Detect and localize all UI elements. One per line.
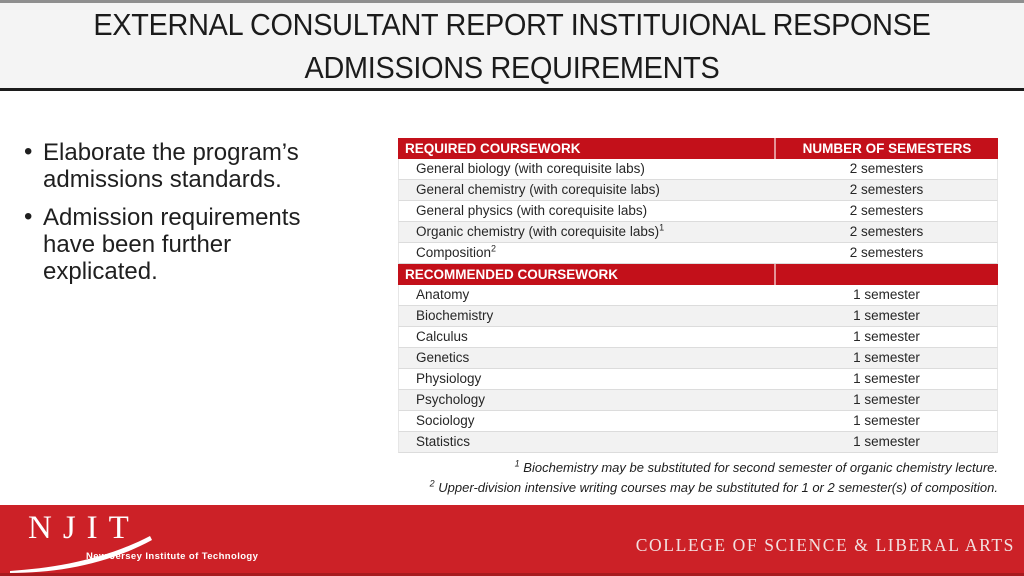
semesters-cell: 2 semesters [849,203,924,218]
semesters-cell: 1 semester [853,350,920,365]
footnote: 2 Upper-division intensive writing cours… [429,478,998,495]
njit-wordmark: NJIT [28,510,140,546]
semesters-cell: 1 semester [853,287,920,302]
recommended-rows: Anatomy 1 semester Biochemistry 1 semester C… [398,285,998,453]
semesters-cell: 2 semesters [849,182,924,197]
course-cell: Psychology [416,392,486,407]
course-cell: Composition2 [416,243,497,260]
required-rows: General biology (with corequisite labs) 2… [398,159,998,264]
semesters-cell: 1 semester [853,434,920,449]
semesters-cell: 1 semester [853,392,920,407]
course-cell: Anatomy [416,287,470,302]
course-cell: Statistics [416,434,471,449]
required-coursework-header: REQUIRED COURSEWORK [398,138,776,159]
course-cell: General physics (with corequisite labs) [416,203,648,218]
bullet-item: Elaborate the program’s admissions stand… [24,138,302,193]
semesters-cell: 1 semester [853,371,920,386]
course-cell: Sociology [416,413,475,428]
semesters-cell: 2 semesters [849,161,924,176]
table-row: Genetics 1 semester [398,348,998,369]
footnote: 1 Biochemistry may be substituted for se… [514,458,998,475]
table-row: Psychology 1 semester [398,390,998,411]
semesters-cell: 1 semester [853,413,920,428]
table-row: General biology (with corequisite labs) 2… [398,159,998,180]
course-cell: Calculus [416,329,468,344]
njit-swoosh-icon [10,536,152,573]
course-cell: General chemistry (with corequisite labs… [416,182,660,197]
course-cell: Organic chemistry (with corequisite labs… [416,222,665,239]
semesters-cell: 2 semesters [849,245,924,260]
table-row: Biochemistry 1 semester [398,306,998,327]
table-row: General physics (with corequisite labs) 2… [398,201,998,222]
semesters-cell: 1 semester [853,329,920,344]
table-row: Sociology 1 semester [398,411,998,432]
coursework-table: REQUIRED COURSEWORK NUMBER OF SEMESTERS … [398,138,998,453]
college-name: COLLEGE OF SCIENCE & LIBERAL ARTS [635,535,1015,555]
semesters-cell: 2 semesters [849,224,924,239]
table-row: Anatomy 1 semester [398,285,998,306]
table-row: Statistics 1 semester [398,432,998,453]
title-band: EXTERNAL CONSULTANT REPORT INSTITUIONAL … [0,0,1024,91]
footer-band: NJIT New Jersey Institute of Technology … [0,505,1024,576]
slide-title-line-1: EXTERNAL CONSULTANT REPORT INSTITUIONAL … [93,7,931,42]
course-cell: Biochemistry [416,308,494,323]
number-of-semesters-header: NUMBER OF SEMESTERS [802,141,972,156]
bullet-item: Admission requirements have been further… [24,203,302,285]
table-row: Calculus 1 semester [398,327,998,348]
njit-subtitle: New Jersey Institute of Technology [86,551,259,562]
course-cell: Physiology [416,371,482,386]
table-row: General chemistry (with corequisite labs… [398,180,998,201]
slide-title-line-2: ADMISSIONS REQUIREMENTS [304,50,720,85]
required-header-row: REQUIRED COURSEWORK NUMBER OF SEMESTERS [398,138,998,159]
table-row: Organic chemistry (with corequisite labs… [398,222,998,243]
table-row: Physiology 1 semester [398,369,998,390]
recommended-coursework-header: RECOMMENDED COURSEWORK [398,264,776,285]
footnotes: 1 Biochemistry may be substituted for se… [430,458,998,498]
bullet-list: Elaborate the program’s admissions stand… [24,138,302,296]
course-cell: General biology (with corequisite labs) [416,161,645,176]
recommended-header-row: RECOMMENDED COURSEWORK [398,264,998,285]
recommended-header-empty-cell [776,264,998,285]
course-cell: Genetics [416,350,470,365]
table-row: Composition2 2 semesters [398,243,998,264]
semesters-cell: 1 semester [853,308,920,323]
